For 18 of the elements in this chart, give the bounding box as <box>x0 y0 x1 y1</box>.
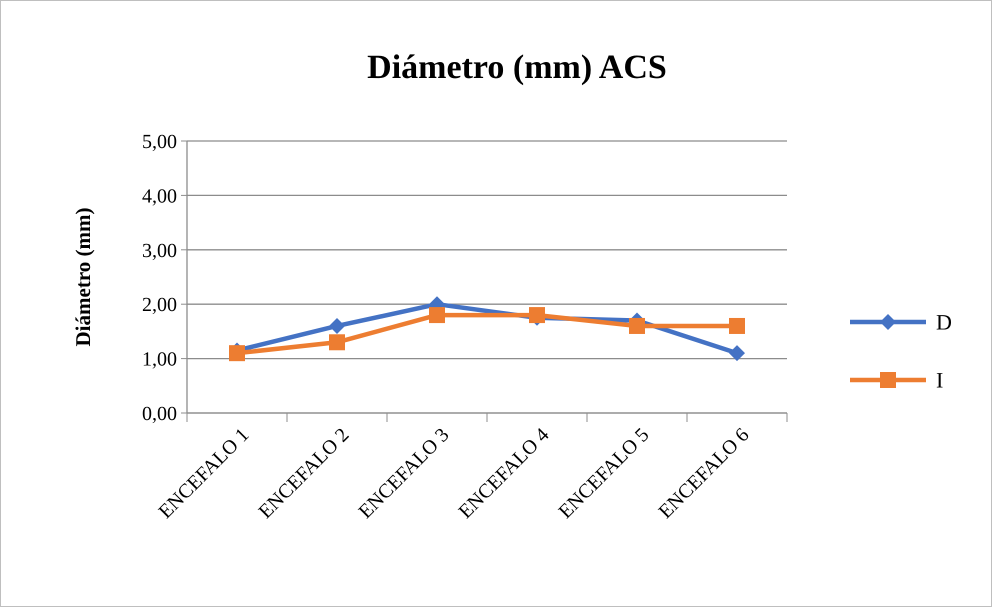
point <box>329 318 345 334</box>
legend-label: D <box>936 310 952 335</box>
point <box>529 307 545 324</box>
chart-title: Diámetro (mm) ACS <box>367 49 667 86</box>
y-tick-label: 3,00 <box>142 240 177 262</box>
y-tick-label: 4,00 <box>142 185 177 208</box>
point <box>329 334 345 350</box>
y-tick-label: 2,00 <box>142 294 177 316</box>
point <box>729 345 745 362</box>
point <box>729 318 745 334</box>
y-axis-title: Diámetro (mm) <box>71 208 95 346</box>
point <box>429 307 445 324</box>
y-tick-label: 5,00 <box>142 131 177 153</box>
y-tick-label: 1,00 <box>142 348 177 371</box>
point <box>229 345 245 362</box>
legend-label: I <box>936 368 944 393</box>
point <box>629 318 645 334</box>
y-tick-label: 0,00 <box>142 403 177 425</box>
